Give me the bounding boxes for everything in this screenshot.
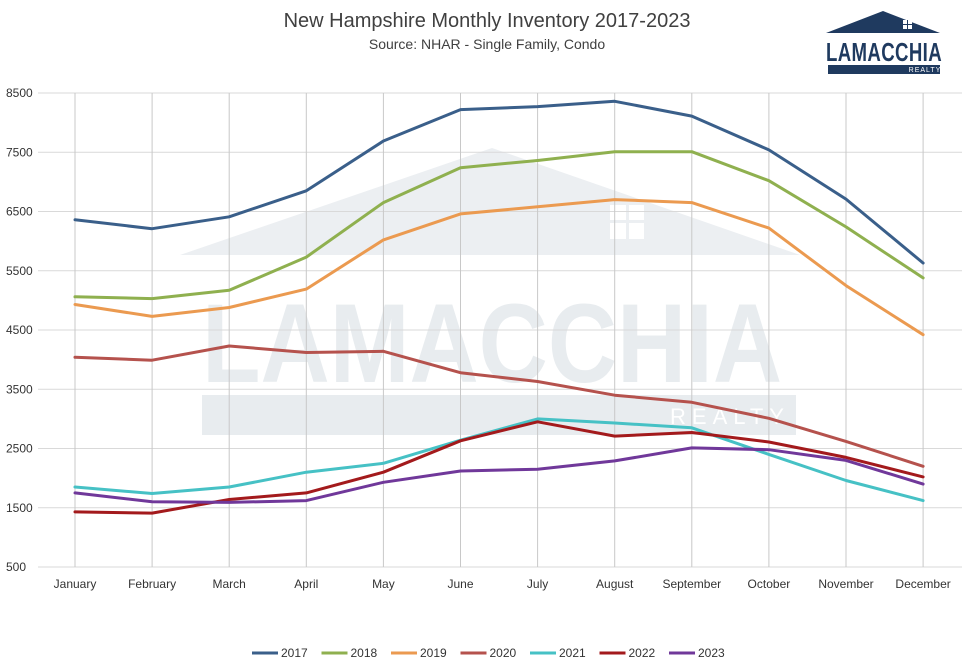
brand-logo: LAMACCHIA REALTY <box>826 11 942 74</box>
legend-label-2020: 2020 <box>490 646 517 660</box>
legend-label-2021: 2021 <box>559 646 586 660</box>
x-tick-label: September <box>662 577 721 591</box>
watermark-logo: LAMACCHIA REALTY <box>180 148 800 435</box>
y-tick-label: 5500 <box>6 264 33 278</box>
y-tick-label: 3500 <box>6 382 33 396</box>
y-axis-ticks: 500 1500 2500 3500 4500 5500 6500 7500 8500 <box>6 86 33 574</box>
x-tick-label: December <box>895 577 950 591</box>
series-line-2022 <box>73 420 925 515</box>
legend-label-2018: 2018 <box>351 646 378 660</box>
x-tick-label: May <box>372 577 395 591</box>
x-tick-label: April <box>294 577 318 591</box>
y-tick-label: 500 <box>6 560 26 574</box>
brand-logo-word: LAMACCHIA <box>826 37 942 67</box>
series-lines <box>73 99 925 515</box>
x-tick-label: March <box>213 577 246 591</box>
legend-label-2019: 2019 <box>420 646 447 660</box>
x-tick-label: October <box>748 577 791 591</box>
y-tick-label: 6500 <box>6 205 33 219</box>
brand-logo-sub: REALTY <box>909 67 942 74</box>
x-tick-label: November <box>818 577 873 591</box>
legend-label-2022: 2022 <box>629 646 656 660</box>
x-tick-label: August <box>596 577 634 591</box>
series-line-2017 <box>73 99 925 265</box>
x-axis-ticks: January February March April May June July Augu… <box>54 577 951 591</box>
chart-title: New Hampshire Monthly Inventory 2017-202… <box>284 10 691 32</box>
legend: 2017 2018 2019 2020 2021 2022 2023 <box>252 646 725 660</box>
series-line-2021 <box>73 417 925 503</box>
y-tick-label: 2500 <box>6 442 33 456</box>
y-tick-label: 8500 <box>6 86 33 100</box>
watermark-sub: REALTY <box>670 404 790 429</box>
legend-label-2023: 2023 <box>698 646 725 660</box>
y-tick-label: 7500 <box>6 145 33 159</box>
series-line-2019 <box>73 198 925 337</box>
x-tick-label: June <box>447 577 473 591</box>
x-tick-label: February <box>128 577 176 591</box>
gridlines <box>38 92 962 568</box>
series-line-2020 <box>73 344 925 468</box>
watermark-word: LAMACCHIA <box>202 281 782 406</box>
x-tick-label: July <box>527 577 548 591</box>
x-tick-label: January <box>54 577 97 591</box>
legend-label-2017: 2017 <box>281 646 308 660</box>
series-line-2018 <box>73 150 925 301</box>
y-tick-label: 4500 <box>6 323 33 337</box>
chart-subtitle: Source: NHAR - Single Family, Condo <box>369 36 605 52</box>
series-line-2023 <box>73 446 925 504</box>
y-tick-label: 1500 <box>6 501 33 515</box>
